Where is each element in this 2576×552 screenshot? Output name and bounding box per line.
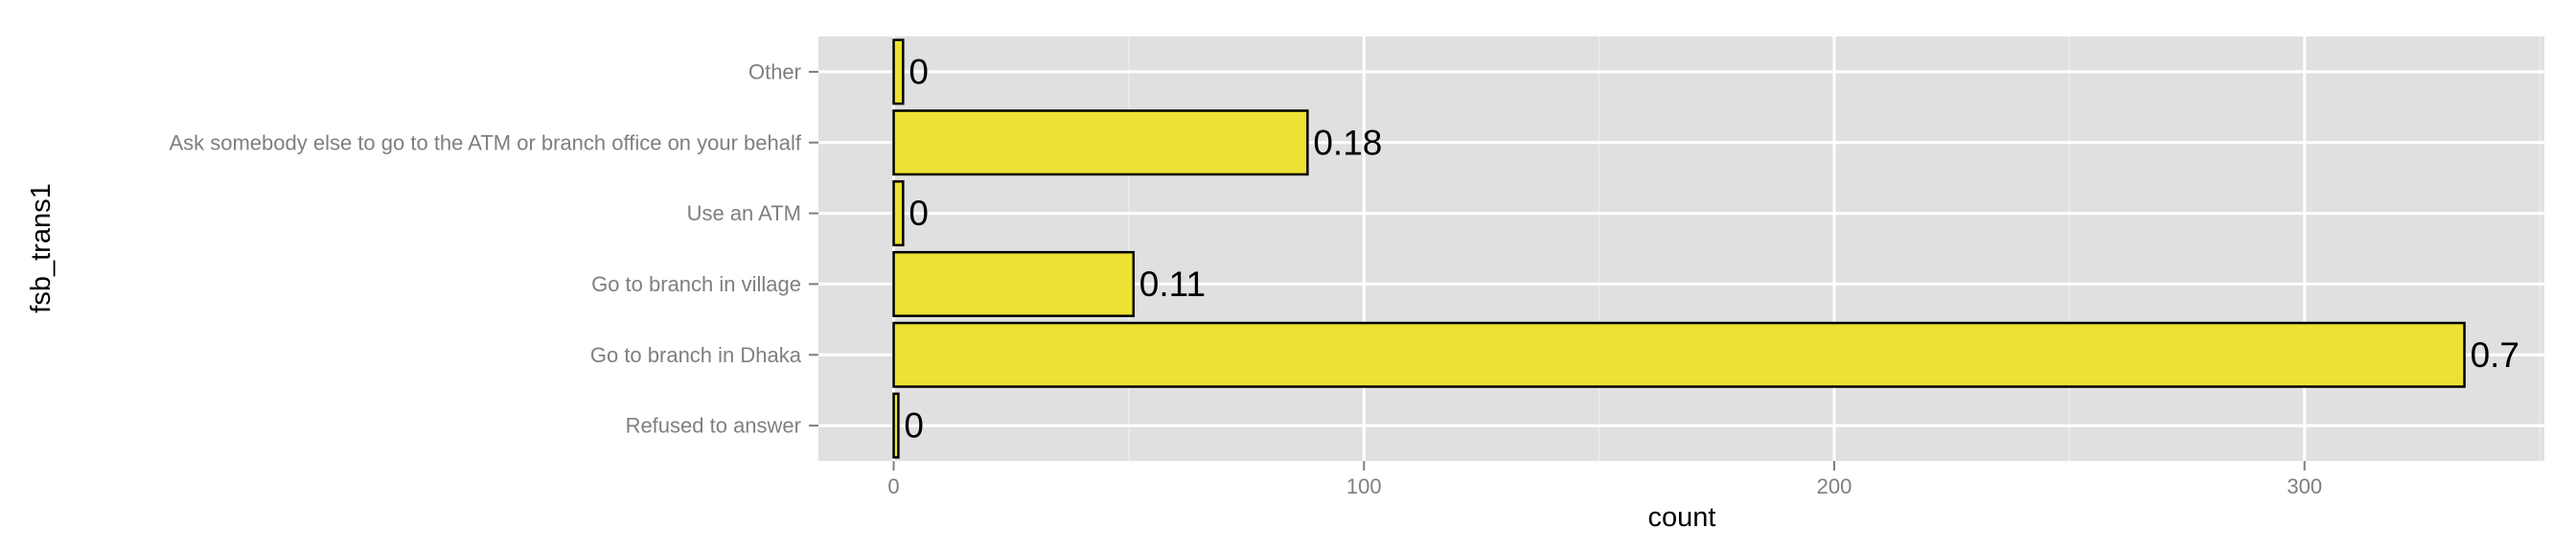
data-label: 0 (908, 52, 929, 91)
x-axis: 0 100 200 300 (887, 461, 2322, 498)
data-label: 0.7 (2471, 335, 2519, 375)
bar (892, 250, 1136, 317)
plot-panel (818, 36, 2544, 461)
data-label: 0.11 (1139, 264, 1206, 304)
y-tick-label: Refused to answer (626, 414, 801, 438)
y-axis-title: fsb_trans1 (26, 183, 57, 312)
y-tick-label: Ask somebody else to go to the ATM or br… (169, 130, 801, 154)
x-tick-label: 200 (1817, 474, 1852, 498)
major-gridlines (818, 36, 2544, 461)
data-labels-layer: 0 0.18 0 0.11 0.7 0 (904, 52, 2519, 445)
x-tick-label: 0 (887, 474, 899, 498)
bar (892, 392, 900, 459)
y-tick-label: Other (748, 59, 801, 83)
y-tick-label: Go to branch in Dhaka (590, 343, 802, 367)
bars-layer (892, 38, 2466, 459)
bar (892, 38, 905, 105)
y-axis: Other Ask somebody else to go to the ATM … (169, 59, 818, 438)
x-tick-label: 100 (1346, 474, 1382, 498)
minor-gridlines (1128, 36, 2541, 461)
bar (892, 180, 905, 247)
y-tick-label: Use an ATM (687, 201, 801, 225)
bar (892, 321, 2466, 388)
bar (892, 109, 1309, 176)
data-label: 0.18 (1313, 123, 1382, 162)
data-label: 0 (904, 406, 924, 446)
y-tick-label: Go to branch in village (591, 272, 801, 296)
x-tick-label: 300 (2287, 474, 2322, 498)
x-axis-title: count (1648, 502, 1716, 533)
data-label: 0 (908, 194, 929, 233)
